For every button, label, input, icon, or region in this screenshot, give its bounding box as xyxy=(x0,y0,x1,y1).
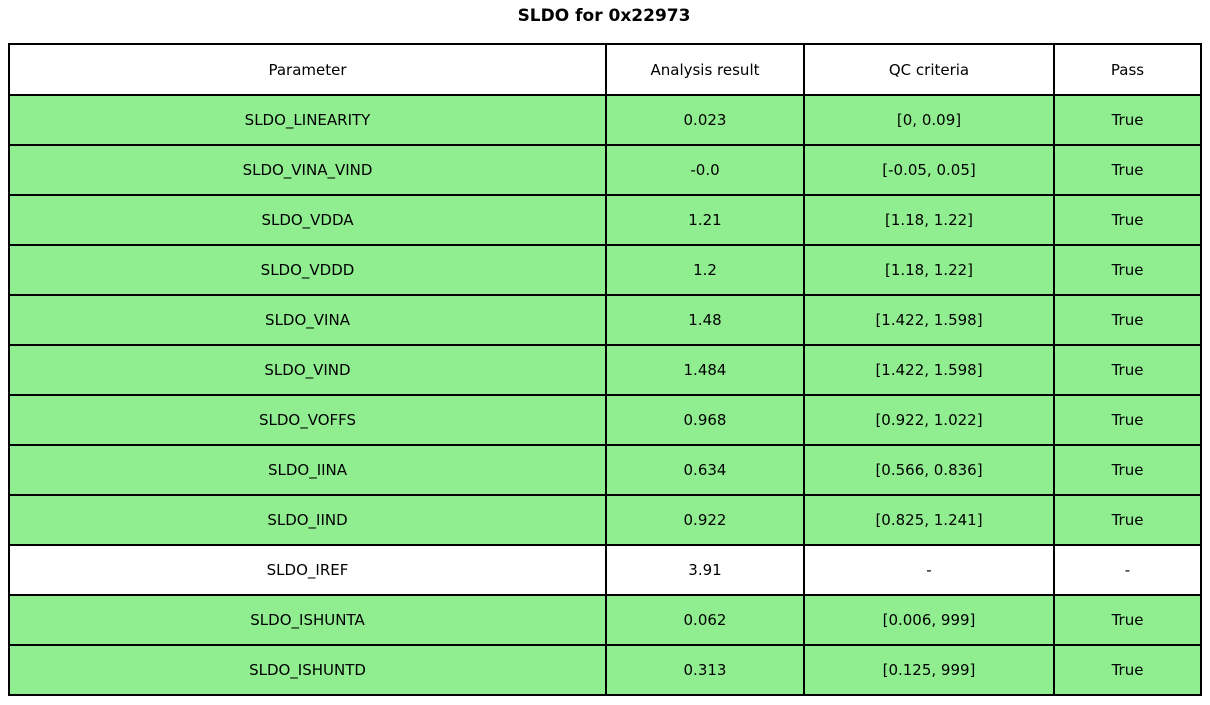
cell-pass: True xyxy=(1053,244,1202,296)
qc-results-table: Parameter Analysis result QC criteria Pa… xyxy=(8,43,1202,696)
cell-qc-criteria: [-0.05, 0.05] xyxy=(803,144,1055,196)
cell-pass: True xyxy=(1053,344,1202,396)
table-row-sldo-vddd: SLDO_VDDD 1.2 [1.18, 1.22] True xyxy=(8,244,1202,296)
table-row-sldo-ishuntd: SLDO_ISHUNTD 0.313 [0.125, 999] True xyxy=(8,644,1202,696)
cell-qc-criteria: [1.422, 1.598] xyxy=(803,294,1055,346)
cell-parameter: SLDO_VINA xyxy=(8,294,607,346)
cell-qc-criteria: [1.18, 1.22] xyxy=(803,194,1055,246)
cell-pass: True xyxy=(1053,394,1202,446)
cell-qc-criteria: - xyxy=(803,544,1055,596)
cell-analysis-result: 1.2 xyxy=(605,244,805,296)
cell-parameter: SLDO_VINA_VIND xyxy=(8,144,607,196)
cell-qc-criteria: [0.125, 999] xyxy=(803,644,1055,696)
cell-qc-criteria: [0.825, 1.241] xyxy=(803,494,1055,546)
cell-qc-criteria: [0.922, 1.022] xyxy=(803,394,1055,446)
header-qc-criteria: QC criteria xyxy=(803,43,1055,96)
table-row-sldo-linearity: SLDO_LINEARITY 0.023 [0, 0.09] True xyxy=(8,94,1202,146)
table-row-sldo-ishunta: SLDO_ISHUNTA 0.062 [0.006, 999] True xyxy=(8,594,1202,646)
table-row-sldo-iina: SLDO_IINA 0.634 [0.566, 0.836] True xyxy=(8,444,1202,496)
cell-analysis-result: 0.062 xyxy=(605,594,805,646)
cell-analysis-result: 0.968 xyxy=(605,394,805,446)
table-row-sldo-vina-vind: SLDO_VINA_VIND -0.0 [-0.05, 0.05] True xyxy=(8,144,1202,196)
cell-qc-criteria: [0, 0.09] xyxy=(803,94,1055,146)
cell-qc-criteria: [0.006, 999] xyxy=(803,594,1055,646)
cell-analysis-result: 1.484 xyxy=(605,344,805,396)
cell-parameter: SLDO_VDDA xyxy=(8,194,607,246)
header-parameter: Parameter xyxy=(8,43,607,96)
cell-parameter: SLDO_VDDD xyxy=(8,244,607,296)
cell-analysis-result: 0.922 xyxy=(605,494,805,546)
cell-analysis-result: 0.313 xyxy=(605,644,805,696)
header-pass: Pass xyxy=(1053,43,1202,96)
cell-pass: - xyxy=(1053,544,1202,596)
cell-parameter: SLDO_IIND xyxy=(8,494,607,546)
cell-pass: True xyxy=(1053,144,1202,196)
header-row: Parameter Analysis result QC criteria Pa… xyxy=(8,43,1202,96)
cell-analysis-result: 1.21 xyxy=(605,194,805,246)
table-row-sldo-vdda: SLDO_VDDA 1.21 [1.18, 1.22] True xyxy=(8,194,1202,246)
cell-analysis-result: 3.91 xyxy=(605,544,805,596)
cell-qc-criteria: [1.422, 1.598] xyxy=(803,344,1055,396)
table-row-sldo-voffs: SLDO_VOFFS 0.968 [0.922, 1.022] True xyxy=(8,394,1202,446)
figure-title: SLDO for 0x22973 xyxy=(517,6,691,26)
cell-analysis-result: -0.0 xyxy=(605,144,805,196)
cell-pass: True xyxy=(1053,494,1202,546)
cell-parameter: SLDO_VIND xyxy=(8,344,607,396)
cell-pass: True xyxy=(1053,644,1202,696)
cell-qc-criteria: [0.566, 0.836] xyxy=(803,444,1055,496)
cell-parameter: SLDO_IREF xyxy=(8,544,607,596)
cell-parameter: SLDO_VOFFS xyxy=(8,394,607,446)
cell-pass: True xyxy=(1053,94,1202,146)
table-row-sldo-vina: SLDO_VINA 1.48 [1.422, 1.598] True xyxy=(8,294,1202,346)
cell-parameter: SLDO_IINA xyxy=(8,444,607,496)
cell-analysis-result: 0.634 xyxy=(605,444,805,496)
table-row-sldo-iref: SLDO_IREF 3.91 - - xyxy=(8,544,1202,596)
cell-analysis-result: 1.48 xyxy=(605,294,805,346)
header-analysis-result: Analysis result xyxy=(605,43,805,96)
cell-qc-criteria: [1.18, 1.22] xyxy=(803,244,1055,296)
table-row-sldo-vind: SLDO_VIND 1.484 [1.422, 1.598] True xyxy=(8,344,1202,396)
table-row-sldo-iind: SLDO_IIND 0.922 [0.825, 1.241] True xyxy=(8,494,1202,546)
cell-pass: True xyxy=(1053,194,1202,246)
cell-parameter: SLDO_ISHUNTA xyxy=(8,594,607,646)
cell-analysis-result: 0.023 xyxy=(605,94,805,146)
cell-pass: True xyxy=(1053,294,1202,346)
cell-parameter: SLDO_LINEARITY xyxy=(8,94,607,146)
cell-pass: True xyxy=(1053,444,1202,496)
cell-parameter: SLDO_ISHUNTD xyxy=(8,644,607,696)
cell-pass: True xyxy=(1053,594,1202,646)
